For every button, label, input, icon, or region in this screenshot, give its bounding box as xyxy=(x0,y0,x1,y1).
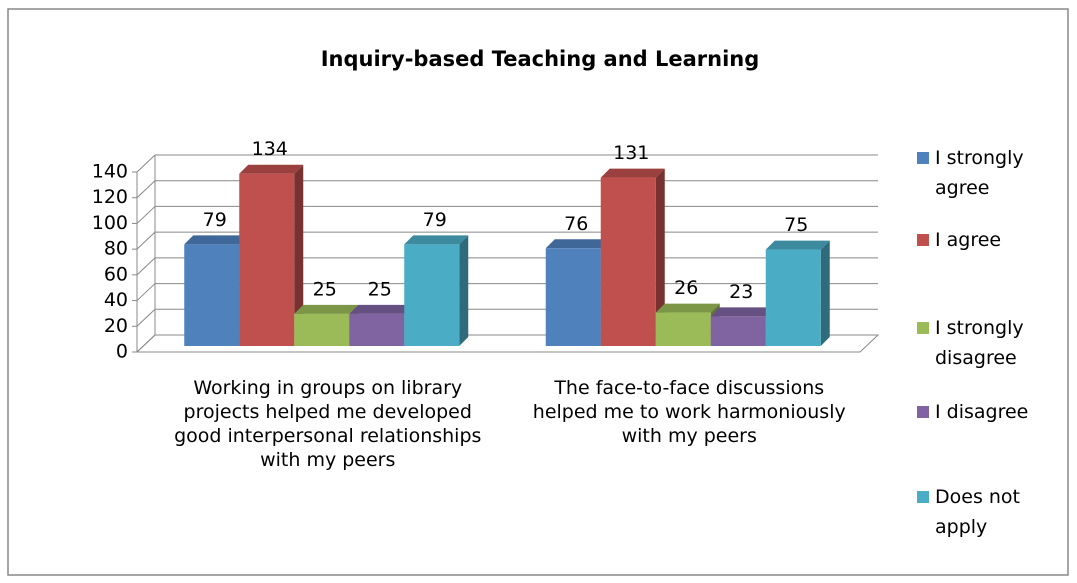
bar xyxy=(545,248,601,346)
x-tick-label: Working in groups on library projects he… xyxy=(174,377,482,471)
y-tick-label: 0 xyxy=(116,341,128,363)
legend-entry: I disagree xyxy=(917,397,1045,427)
legend-entry: Does not apply xyxy=(917,482,1045,542)
value-label: 134 xyxy=(252,138,288,160)
bar-side xyxy=(655,168,665,346)
grid-diagonal xyxy=(136,308,156,327)
value-label: 79 xyxy=(203,209,227,231)
bar xyxy=(404,244,460,346)
bar xyxy=(294,313,350,346)
bar xyxy=(710,316,766,346)
bar xyxy=(765,249,821,346)
grid-diagonal xyxy=(136,154,156,173)
bar-side xyxy=(820,240,830,346)
legend-swatch xyxy=(917,152,929,164)
value-label: 26 xyxy=(674,277,698,299)
bar-side xyxy=(294,164,304,346)
bar xyxy=(655,312,711,346)
bar-top xyxy=(184,235,249,245)
legend-swatch xyxy=(917,491,929,503)
y-tick-label: 40 xyxy=(104,289,128,311)
bar xyxy=(600,177,656,346)
value-label: 23 xyxy=(729,281,753,303)
bar-top xyxy=(545,239,610,249)
bar-top xyxy=(404,235,469,245)
grid-diagonal xyxy=(136,206,156,224)
grid-diagonal xyxy=(136,283,156,301)
value-label: 75 xyxy=(784,214,808,236)
chart-title: Inquiry-based Teaching and Learning xyxy=(321,47,760,71)
value-label: 25 xyxy=(368,278,392,300)
value-label: 25 xyxy=(313,278,337,300)
y-tick-label: 100 xyxy=(92,212,128,234)
legend-swatch xyxy=(917,406,929,418)
value-label: 76 xyxy=(564,213,588,235)
bar-top xyxy=(710,307,775,317)
bar-top xyxy=(294,304,359,314)
legend-entry: I agree xyxy=(917,225,1045,255)
legend-swatch xyxy=(917,234,929,246)
bar-top xyxy=(239,164,304,174)
grid-diagonal xyxy=(136,257,156,276)
bar-top xyxy=(349,304,414,314)
bar-top xyxy=(655,303,720,313)
value-label: 79 xyxy=(423,209,447,231)
y-tick-label: 140 xyxy=(92,161,128,183)
chart-border xyxy=(7,8,1069,576)
bar xyxy=(239,173,295,346)
bar xyxy=(184,244,240,346)
y-tick-label: 80 xyxy=(104,238,128,260)
bar xyxy=(349,313,405,346)
value-label: 131 xyxy=(613,142,649,164)
x-tick-label: The face-to-face discussions helped me t… xyxy=(532,377,846,447)
grid-diagonal xyxy=(136,180,156,199)
legend-swatch xyxy=(917,322,929,334)
y-tick-label: 120 xyxy=(92,186,128,208)
bar-top xyxy=(765,240,830,250)
bar-side xyxy=(459,235,469,346)
y-tick-label: 60 xyxy=(104,263,128,285)
y-tick-label: 20 xyxy=(104,315,128,337)
grid-diagonal xyxy=(136,334,156,353)
legend-entry: I strongly disagree xyxy=(917,313,1045,373)
grid-diagonal xyxy=(136,231,156,250)
bar-top xyxy=(600,168,665,178)
legend-entry: I strongly agree xyxy=(917,143,1045,203)
